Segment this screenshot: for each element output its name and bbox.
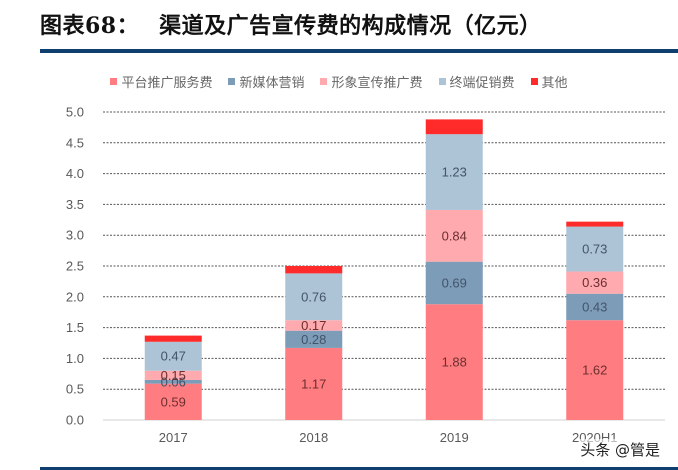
y-tick-label: 0.5: [66, 382, 84, 397]
legend-label: 终端促销费: [449, 76, 515, 91]
bar-segment: [144, 335, 202, 342]
legend-label: 形象宣传推广费: [331, 76, 423, 91]
bar-segment: [566, 320, 624, 420]
bar-segment: [285, 273, 343, 321]
figure-caption: 渠道及广告宣传费的构成情况（亿元）: [159, 13, 542, 39]
bars: 0.59 0.060.15 0.47 1.17 0.280.17 0.76 1.88 0.69…: [144, 119, 624, 420]
bar-segment: [425, 134, 483, 210]
figure-number: 图表68：: [40, 13, 140, 39]
legend-label: 其他: [541, 76, 568, 91]
bar-segment: [566, 226, 624, 272]
bar-segment: [425, 261, 483, 305]
bar-segment: [425, 119, 483, 135]
bar-stack: 1.88 0.69 0.84 1.23: [425, 119, 483, 420]
legend-swatch: [228, 78, 236, 85]
legend-item: 终端促销费: [438, 72, 515, 91]
legend-label: 平台推广服务费: [121, 76, 213, 91]
legend-item: 平台推广服务费: [110, 72, 212, 91]
data-label: 0.73: [582, 242, 607, 257]
y-tick-label: 2.5: [66, 259, 84, 274]
data-label: 0.76: [301, 289, 326, 304]
data-label: 0.47: [161, 349, 186, 364]
bar-segment: [144, 370, 202, 380]
legend-swatch: [320, 78, 328, 85]
data-label: 0.17: [301, 318, 326, 333]
bar-segment: [566, 293, 624, 321]
data-label: 0.59: [161, 394, 186, 409]
bar-segment: [285, 330, 343, 348]
data-label: 1.62: [582, 363, 607, 378]
y-tick-label: 4.0: [66, 166, 84, 181]
data-label: 0.06: [161, 374, 186, 389]
data-label: 1.23: [442, 165, 467, 180]
bar-segment: [144, 383, 202, 420]
watermark: 头条 @管是: [580, 439, 660, 460]
y-tick-label: 3.0: [66, 228, 84, 243]
figure-title: 图表68： 渠道及广告宣传费的构成情况（亿元）: [40, 8, 542, 40]
y-tick-label: 4.5: [66, 135, 84, 150]
y-tick-label: 5.0: [66, 105, 84, 120]
data-label: 0.36: [582, 275, 607, 290]
x-axis: 2017 2018 2019 2020H1: [159, 430, 618, 445]
data-label: 0.28: [301, 332, 326, 347]
legend-label: 新媒体营销: [239, 76, 305, 91]
y-tick-label: 3.5: [66, 197, 84, 212]
bar-segment: [285, 347, 343, 420]
bar-segment: [566, 271, 624, 294]
legend-item: 形象宣传推广费: [320, 72, 423, 91]
bar-segment: [425, 209, 483, 262]
data-label: 0.69: [442, 275, 467, 290]
legend-swatch: [110, 78, 118, 85]
data-label: 0.43: [582, 299, 607, 314]
x-tick-label: 2018: [299, 430, 328, 445]
bar-segment: [285, 266, 343, 274]
chart-legend: 平台推广服务费 新媒体营销 形象宣传推广费 终端促销费 其他: [0, 72, 678, 91]
legend-swatch: [438, 78, 446, 85]
y-tick-label: 0.0: [66, 413, 84, 428]
title-divider: [40, 49, 678, 53]
bar-stack: 0.59 0.060.15 0.47: [144, 335, 202, 420]
bar-stack: 1.17 0.280.17 0.76: [285, 266, 343, 420]
bar-segment: [566, 221, 624, 227]
x-tick-label: 2017: [159, 430, 188, 445]
bar-segment: [144, 379, 202, 384]
x-tick-label: 2019: [440, 430, 469, 445]
y-axis: 0.0 0.5 1.0 1.5 2.0 2.5 3.0 3.5 4.0 4.5 5.0: [66, 105, 84, 428]
data-label: 1.17: [301, 376, 326, 391]
bar-segment: [144, 341, 202, 371]
legend-swatch: [530, 78, 538, 85]
footer-divider: [40, 467, 678, 470]
y-tick-label: 1.5: [66, 320, 84, 335]
data-label: 0.15: [161, 368, 186, 383]
bar-stack: 1.62 0.43 0.36 0.73: [566, 221, 624, 420]
y-tick-label: 2.0: [66, 289, 84, 304]
bar-segment: [425, 304, 483, 420]
data-label: 0.84: [442, 228, 467, 243]
data-label: 1.88: [442, 355, 467, 370]
y-tick-label: 1.0: [66, 351, 84, 366]
bar-segment: [285, 320, 343, 331]
legend-item: 新媒体营销: [228, 72, 304, 91]
legend-item: 其他: [530, 72, 568, 91]
